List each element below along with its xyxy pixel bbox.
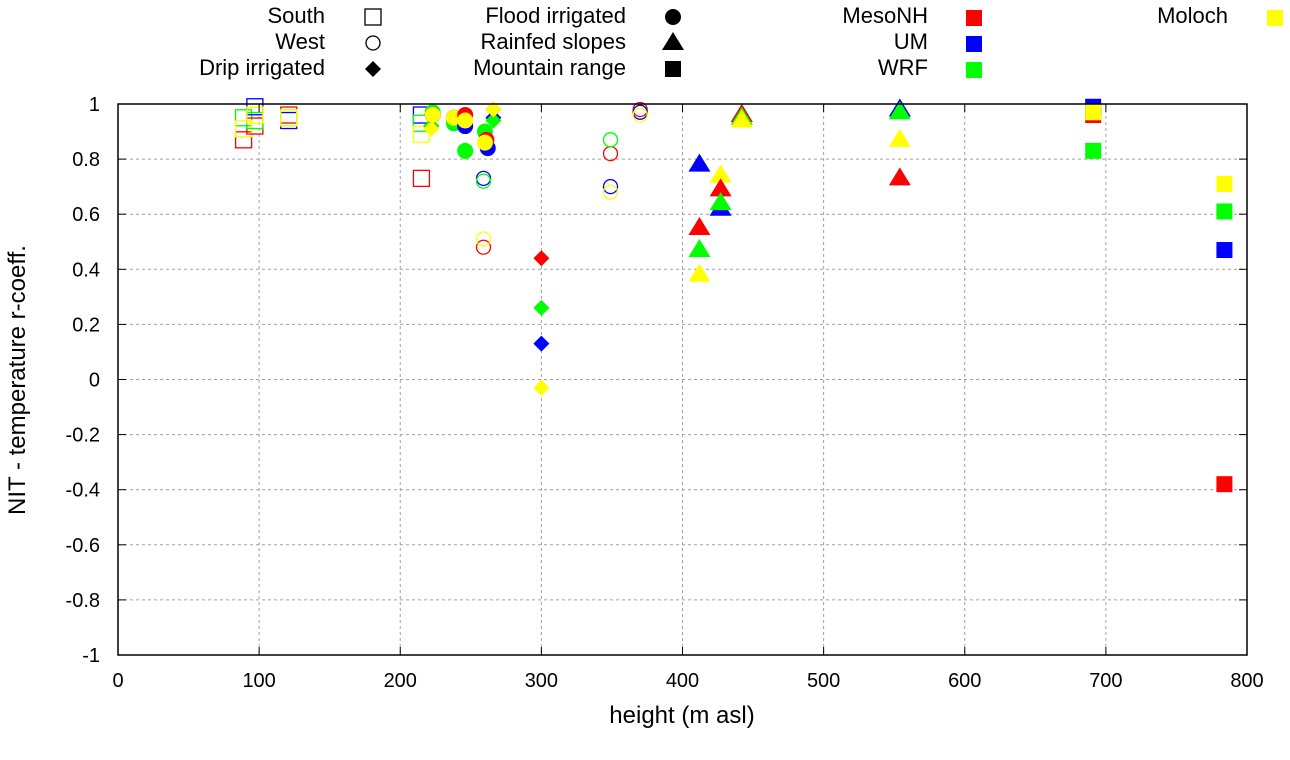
data-point [688,216,711,235]
x-tick-labels: 0 100 200 300 400 500 600 700 800 [112,670,1263,692]
legend-marker-filled-square-icon [665,61,681,77]
data-point [533,335,550,352]
x-tick-label: 500 [807,670,840,692]
data-point [688,263,711,282]
y-tick-label: -0.6 [66,535,100,557]
data-point [246,106,264,124]
y-tick-label: 0.4 [72,259,100,281]
data-point [457,112,474,129]
y-tick-label: 0.2 [72,314,100,336]
data-point [632,104,648,120]
data-point [688,153,711,172]
data-point [730,109,753,128]
legend-marker-open-circle-icon [365,35,381,51]
data-point [475,173,492,189]
legend-label: West [275,29,325,54]
series-rainfed-slopes [688,98,911,282]
legend-label: UM [894,29,928,54]
data-point [888,167,911,186]
y-tick-label: 0 [89,370,100,392]
y-tick-label: 0.8 [72,149,100,171]
y-tick-label: -1 [82,645,100,667]
data-point [1216,175,1233,192]
x-tick-label: 200 [384,670,417,692]
x-axis-title: height (m asl) [609,702,754,729]
x-tick-label: 300 [525,670,558,692]
y-tick-label: 1 [89,94,100,116]
data-point [475,239,492,255]
x-tick-label: 0 [112,670,123,692]
data-point [632,107,648,123]
legend-label: South [268,3,326,28]
legend-marker-filled-diamond-icon [365,61,381,77]
data-point [485,101,502,118]
legend-label: Flood irrigated [485,3,626,28]
data-point [602,132,619,148]
data-point [457,142,474,159]
legend-color-swatch-icon [966,36,982,52]
data-point [709,164,732,183]
data-markers [234,98,1233,493]
data-point [412,169,431,188]
y-tick-label: 0.6 [72,204,100,226]
data-point [1085,104,1102,121]
x-tick-label: 700 [1089,670,1122,692]
y-tick-label: -0.4 [66,480,100,502]
legend-marker-open-square-icon [364,8,382,26]
data-point [475,170,492,187]
series-south [234,98,431,188]
legend-color-swatch-icon [966,10,982,26]
y-tick-label: -0.2 [66,425,100,447]
legend-label: Drip irrigated [199,55,325,80]
series-flood-irrigated [424,104,496,159]
data-point [602,178,619,195]
legend-label: Moloch [1157,3,1228,28]
data-point [1216,203,1233,220]
data-point [280,109,298,127]
x-tick-label: 800 [1230,670,1263,692]
data-point [475,231,492,247]
data-point [485,112,502,129]
grid-lines [118,104,1247,655]
y-tick-labels: 1 0.8 0.6 0.4 0.2 0 -0.2 -0.4 -0.6 -0.8 -1 [66,94,100,667]
data-point [888,128,911,147]
legend-label: MesoNH [842,3,928,28]
data-point [424,107,441,124]
legend-color-swatch-icon [1267,10,1283,26]
series-mountain-range [1085,98,1233,493]
axis-ticks [117,103,1248,656]
data-point [423,120,440,137]
y-tick-label: -0.8 [66,590,100,612]
data-point [688,239,711,258]
data-point [709,192,732,211]
legend-label: Mountain range [473,55,626,80]
data-point [234,131,253,149]
legend-marker-filled-triangle-icon [662,32,684,50]
data-point [1085,142,1102,159]
legend-marker-filled-circle-icon [665,9,681,25]
series-west [475,101,648,255]
x-tick-label: 100 [242,670,275,692]
data-point [888,101,911,120]
data-point [533,379,550,396]
legend-label: WRF [878,55,928,80]
data-point [1216,476,1233,493]
data-point [533,250,550,267]
data-point [602,145,619,162]
legend-color-swatch-icon [966,62,982,78]
legend-label: Rainfed slopes [480,29,626,54]
y-axis-title: NIT - temperature r-coeff. [4,245,31,515]
x-tick-label: 600 [948,670,981,692]
data-point [1216,242,1233,259]
data-point [602,184,619,200]
data-point [533,299,550,316]
data-point [476,134,493,151]
x-tick-label: 400 [666,670,699,692]
data-point [709,178,732,197]
